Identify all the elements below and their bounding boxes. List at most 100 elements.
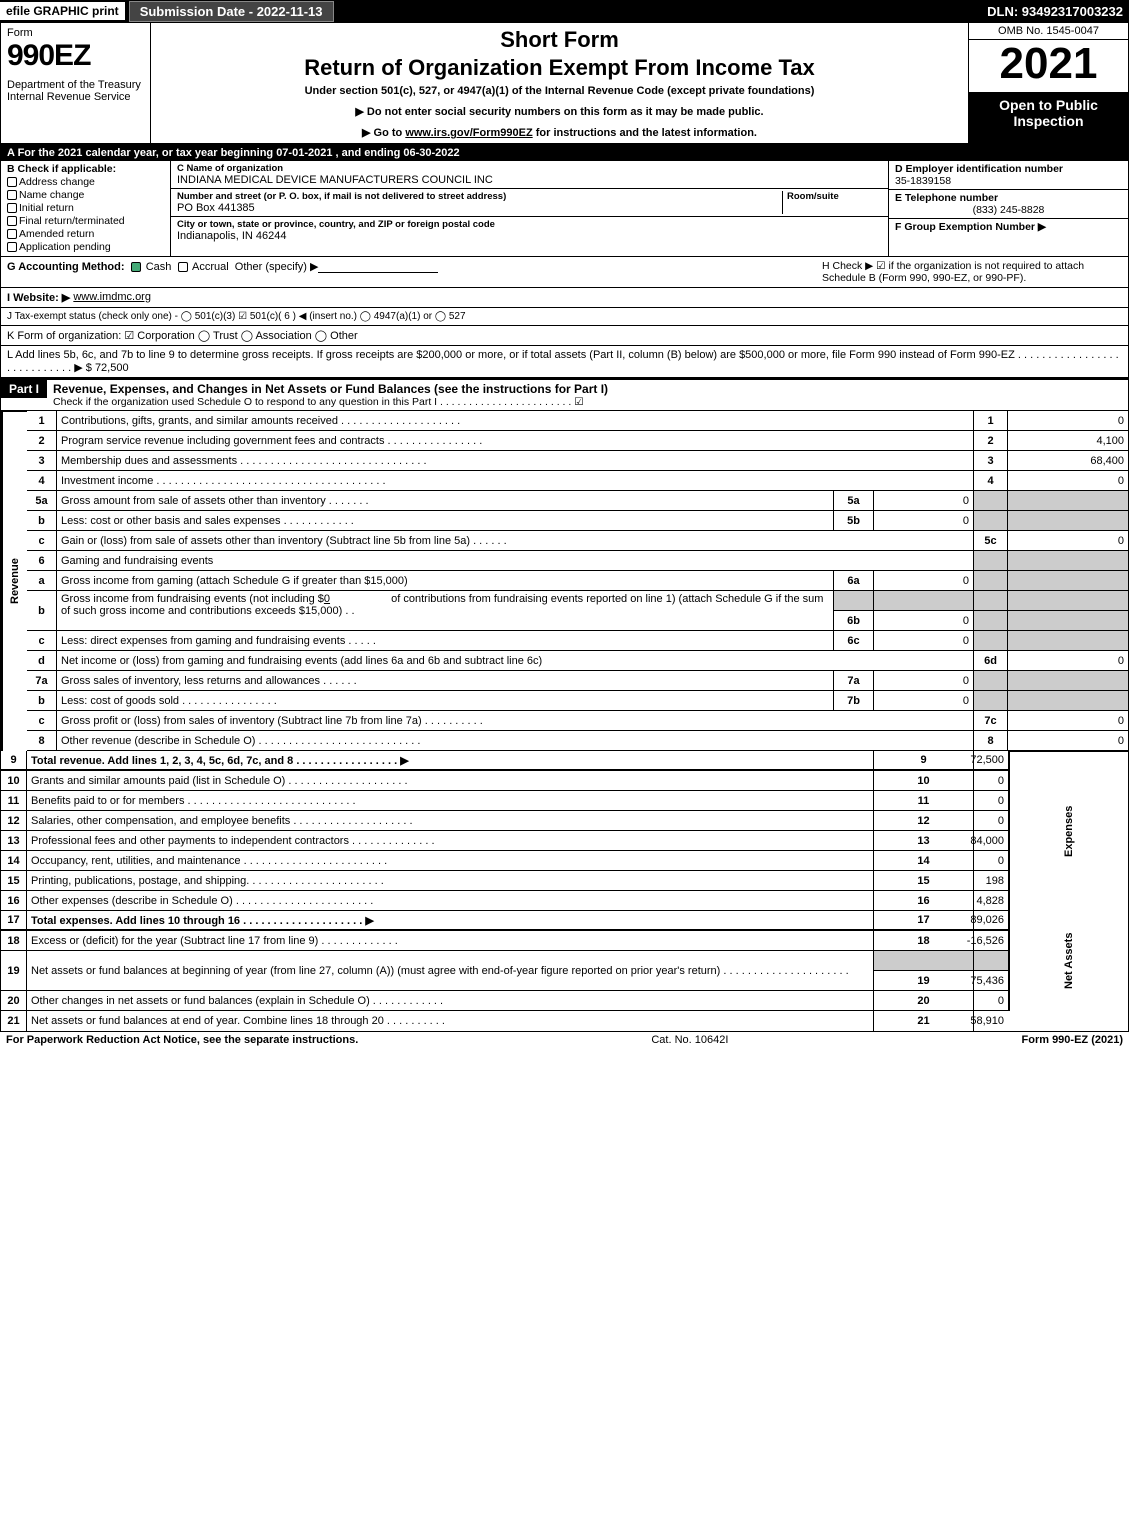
e-val: (833) 245-8828 <box>895 204 1122 216</box>
l6b-mv-sh <box>874 591 974 611</box>
l14-n: 14 <box>1 851 27 871</box>
l16-d: Other expenses (describe in Schedule O) … <box>27 891 874 911</box>
open-public: Open to Public Inspection <box>969 93 1128 143</box>
chk-address: Address change <box>7 176 164 188</box>
l6c-sh2 <box>1008 631 1128 651</box>
l6a-d: Gross income from gaming (attach Schedul… <box>57 571 834 591</box>
c-street-val: PO Box 441385 <box>177 202 782 214</box>
l5a-sh2 <box>1008 491 1128 511</box>
l18-n: 18 <box>1 931 27 951</box>
g-cash: Cash <box>146 261 172 273</box>
bullet2-pre: ▶ Go to <box>362 127 405 139</box>
l19-d: Net assets or fund balances at beginning… <box>27 951 874 991</box>
e-phone: E Telephone number (833) 245-8828 <box>889 190 1128 219</box>
l11-d: Benefits paid to or for members . . . . … <box>27 791 874 811</box>
l5b-sh2 <box>1008 511 1128 531</box>
c-name-val: INDIANA MEDICAL DEVICE MANUFACTURERS COU… <box>177 174 882 186</box>
l-text: L Add lines 5b, 6c, and 7b to line 9 to … <box>7 349 1119 374</box>
form-header: Form 990EZ Department of the Treasury In… <box>1 23 1128 145</box>
chk-final-lbl: Final return/terminated <box>19 215 125 227</box>
l3-d: Membership dues and assessments . . . . … <box>57 451 974 471</box>
g-other-blank <box>318 261 438 273</box>
g-other: Other (specify) ▶ <box>235 261 319 273</box>
irs-link[interactable]: www.irs.gov/Form990EZ <box>405 127 532 139</box>
l7c-rn: 7c <box>974 711 1008 731</box>
header-right: OMB No. 1545-0047 2021 Open to Public In… <box>968 23 1128 143</box>
l7a-mv: 0 <box>874 671 974 691</box>
l3-v: 68,400 <box>1008 451 1128 471</box>
submission-date: Submission Date - 2022-11-13 <box>129 1 334 22</box>
form-word: Form <box>7 27 144 39</box>
l20-rn: 20 <box>874 991 974 1011</box>
l18-d: Excess or (deficit) for the year (Subtra… <box>27 931 874 951</box>
l5a-mn: 5a <box>834 491 874 511</box>
l3-rn: 3 <box>974 451 1008 471</box>
chk-name-lbl: Name change <box>19 189 84 201</box>
c-name-label: C Name of organization <box>177 163 882 174</box>
l9-v: 72,500 <box>974 751 1008 771</box>
col-def: D Employer identification number 35-1839… <box>888 161 1128 256</box>
l6d-rn: 6d <box>974 651 1008 671</box>
l6a-mn: 6a <box>834 571 874 591</box>
part-i-header: Part I Revenue, Expenses, and Changes in… <box>1 378 1128 411</box>
section-bcdef: B Check if applicable: Address change Na… <box>1 161 1128 257</box>
chk-address-box[interactable] <box>7 177 17 187</box>
subtitle: Under section 501(c), 527, or 4947(a)(1)… <box>159 85 960 97</box>
tax-year: 2021 <box>969 40 1128 93</box>
chk-initial-box[interactable] <box>7 203 17 213</box>
l15-rn: 15 <box>874 871 974 891</box>
l7b-n: b <box>27 691 57 711</box>
f-group: F Group Exemption Number ▶ <box>889 219 1128 256</box>
l5a-d: Gross amount from sale of assets other t… <box>57 491 834 511</box>
l5a-sh1 <box>974 491 1008 511</box>
col-b: B Check if applicable: Address change Na… <box>1 161 171 256</box>
c-city-row: City or town, state or province, country… <box>171 217 888 244</box>
l5b-mv: 0 <box>874 511 974 531</box>
l15-v: 198 <box>974 871 1008 891</box>
l15-n: 15 <box>1 871 27 891</box>
l17-d: Total expenses. Add lines 10 through 16 … <box>27 911 874 931</box>
chk-final: Final return/terminated <box>7 215 164 227</box>
l13-rn: 13 <box>874 831 974 851</box>
l6b-d1u: 0 <box>324 593 330 605</box>
l7c-d: Gross profit or (loss) from sales of inv… <box>57 711 974 731</box>
l13-v: 84,000 <box>974 831 1008 851</box>
l6b-mv: 0 <box>874 611 974 631</box>
form-number: 990EZ <box>7 39 144 73</box>
chk-name-box[interactable] <box>7 190 17 200</box>
l9-d-b: Total revenue. Add lines 1, 2, 3, 4, 5c,… <box>31 754 409 767</box>
l6-d: Gaming and fundraising events <box>57 551 974 571</box>
d-val: 35-1839158 <box>895 175 1122 187</box>
g-cash-chk[interactable] <box>131 262 141 272</box>
l9-rn: 9 <box>874 751 974 771</box>
row-a: A For the 2021 calendar year, or tax yea… <box>1 145 1128 161</box>
l11-n: 11 <box>1 791 27 811</box>
chk-pending-lbl: Application pending <box>19 241 111 253</box>
l18-v: -16,526 <box>974 931 1008 951</box>
l5b-sh1 <box>974 511 1008 531</box>
l19-v: 75,436 <box>974 971 1008 991</box>
l6-n: 6 <box>27 551 57 571</box>
l6b-mn: 6b <box>834 611 874 631</box>
l2-n: 2 <box>27 431 57 451</box>
l6c-sh1 <box>974 631 1008 651</box>
g-accrual-chk[interactable] <box>178 262 188 272</box>
col-c: C Name of organization INDIANA MEDICAL D… <box>171 161 888 256</box>
i-val: www.imdmc.org <box>73 291 151 304</box>
l2-d: Program service revenue including govern… <box>57 431 974 451</box>
i-label: I Website: ▶ <box>7 291 70 304</box>
l7a-mn: 7a <box>834 671 874 691</box>
part-i-title: Revenue, Expenses, and Changes in Net As… <box>47 380 1128 410</box>
l8-v: 0 <box>1008 731 1128 751</box>
l10-d: Grants and similar amounts paid (list in… <box>27 771 874 791</box>
chk-pending-box[interactable] <box>7 242 17 252</box>
l4-v: 0 <box>1008 471 1128 491</box>
l3-n: 3 <box>27 451 57 471</box>
l7b-d: Less: cost of goods sold . . . . . . . .… <box>57 691 834 711</box>
chk-amended-box[interactable] <box>7 229 17 239</box>
l6b-sh4 <box>1008 611 1128 631</box>
expenses-side-label: Expenses <box>1008 751 1128 911</box>
row-j: J Tax-exempt status (check only one) - ◯… <box>1 308 1128 326</box>
chk-final-box[interactable] <box>7 216 17 226</box>
efile-label: efile GRAPHIC print <box>0 2 125 20</box>
